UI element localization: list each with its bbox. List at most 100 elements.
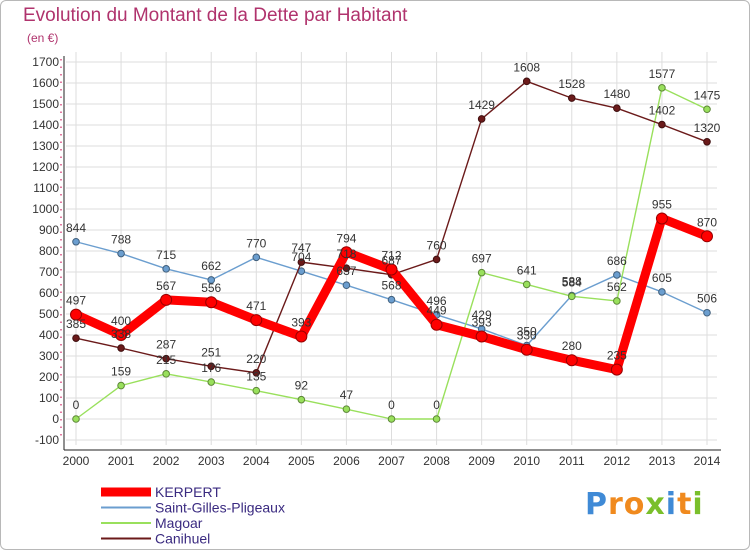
data-point [567,94,576,102]
data-label: 584 [562,275,582,289]
y-tick-label: 1600 [32,76,59,90]
y-tick-label: 1100 [33,181,59,195]
data-label: 794 [336,231,356,245]
data-label: 47 [340,388,354,402]
y-tick-label: 800 [39,244,59,258]
data-label: 637 [336,264,356,278]
data-label: 760 [427,238,447,252]
data-point [115,329,128,341]
data-label: 220 [246,352,266,366]
data-point [613,297,621,305]
data-label: 350 [517,325,537,339]
data-label: 497 [66,294,86,308]
data-label: 770 [246,236,266,250]
data-label: 235 [607,349,627,363]
logo-letter: P [585,487,608,522]
data-point [567,292,576,301]
y-tick-label: -100 [35,433,59,447]
data-label: 697 [472,252,492,266]
data-label: 251 [201,345,221,359]
x-tick-label: 2003 [198,454,225,468]
data-label: 159 [111,365,131,379]
data-point [72,415,80,423]
data-point [207,378,216,386]
data-point [297,258,306,266]
logo-letter: x [645,487,666,522]
data-label: 1429 [468,98,495,112]
data-label: 92 [295,379,309,393]
y-tick-label: 100 [39,391,59,405]
y-tick-label: 600 [39,286,59,300]
data-point [117,381,125,390]
data-label: 506 [697,292,717,306]
data-label: 385 [66,317,86,331]
data-point [295,330,308,343]
data-point [160,293,173,306]
data-point [342,405,351,413]
data-label: 641 [517,263,537,277]
data-label: 588 [562,275,582,289]
data-point [117,344,125,352]
y-tick-label: 1400 [32,118,59,132]
logo-letter: o [623,487,646,522]
x-tick-label: 2013 [649,454,676,468]
y-tick-label: 1500 [32,97,59,111]
data-point [522,280,531,289]
data-label: 955 [652,197,672,211]
y-tick-label: 1200 [32,160,59,174]
data-label: 718 [336,247,356,261]
data-label: 747 [291,241,311,255]
logo-letter: i [692,487,704,522]
data-point [252,369,261,377]
chart-title: Evolution du Montant de la Dette par Hab… [23,5,408,26]
data-label: 215 [156,353,176,367]
data-label: 562 [607,280,627,294]
data-point [610,363,623,376]
chart-subtitle: (en €) [27,31,59,45]
data-point [250,314,263,327]
data-label: 567 [156,279,176,293]
data-label: 844 [66,221,86,235]
data-point [658,288,666,296]
data-point [522,77,531,86]
data-point [207,362,216,371]
x-tick-label: 2000 [63,454,90,468]
axes: -100010020030040050060070080090010001100… [32,55,721,468]
data-point [701,230,713,243]
data-label: 1320 [694,121,721,135]
x-tick-label: 2012 [604,454,631,468]
data-point [432,255,441,264]
data-point [252,386,261,395]
data-label: 0 [433,398,440,412]
data-point [205,296,218,309]
data-label: 449 [427,304,447,318]
data-point [207,276,216,284]
x-tick-label: 2009 [468,454,495,468]
data-point [72,334,80,342]
data-point [297,395,306,404]
data-label: 330 [517,329,537,343]
data-point [162,370,170,378]
data-label: 400 [111,314,131,328]
data-label: 605 [652,271,672,285]
y-tick-label: 400 [39,328,59,342]
x-tick-label: 2014 [694,454,721,468]
data-point [70,308,82,321]
data-label: 687 [381,254,401,268]
y-tick-label: 700 [39,265,59,279]
data-point [520,343,533,356]
y-tick-label: 200 [39,370,59,384]
data-label: 0 [73,398,80,412]
data-label: 393 [291,315,311,329]
proxiti-logo: Proxiti [585,487,704,522]
data-label: 715 [156,248,176,262]
data-label: 1480 [604,87,631,101]
data-label: 496 [427,294,447,308]
data-label: 712 [381,248,401,262]
data-label: 788 [111,233,131,247]
data-point [387,295,396,304]
data-point [703,308,711,317]
data-label: 1528 [558,77,585,91]
data-label: 135 [246,370,266,384]
